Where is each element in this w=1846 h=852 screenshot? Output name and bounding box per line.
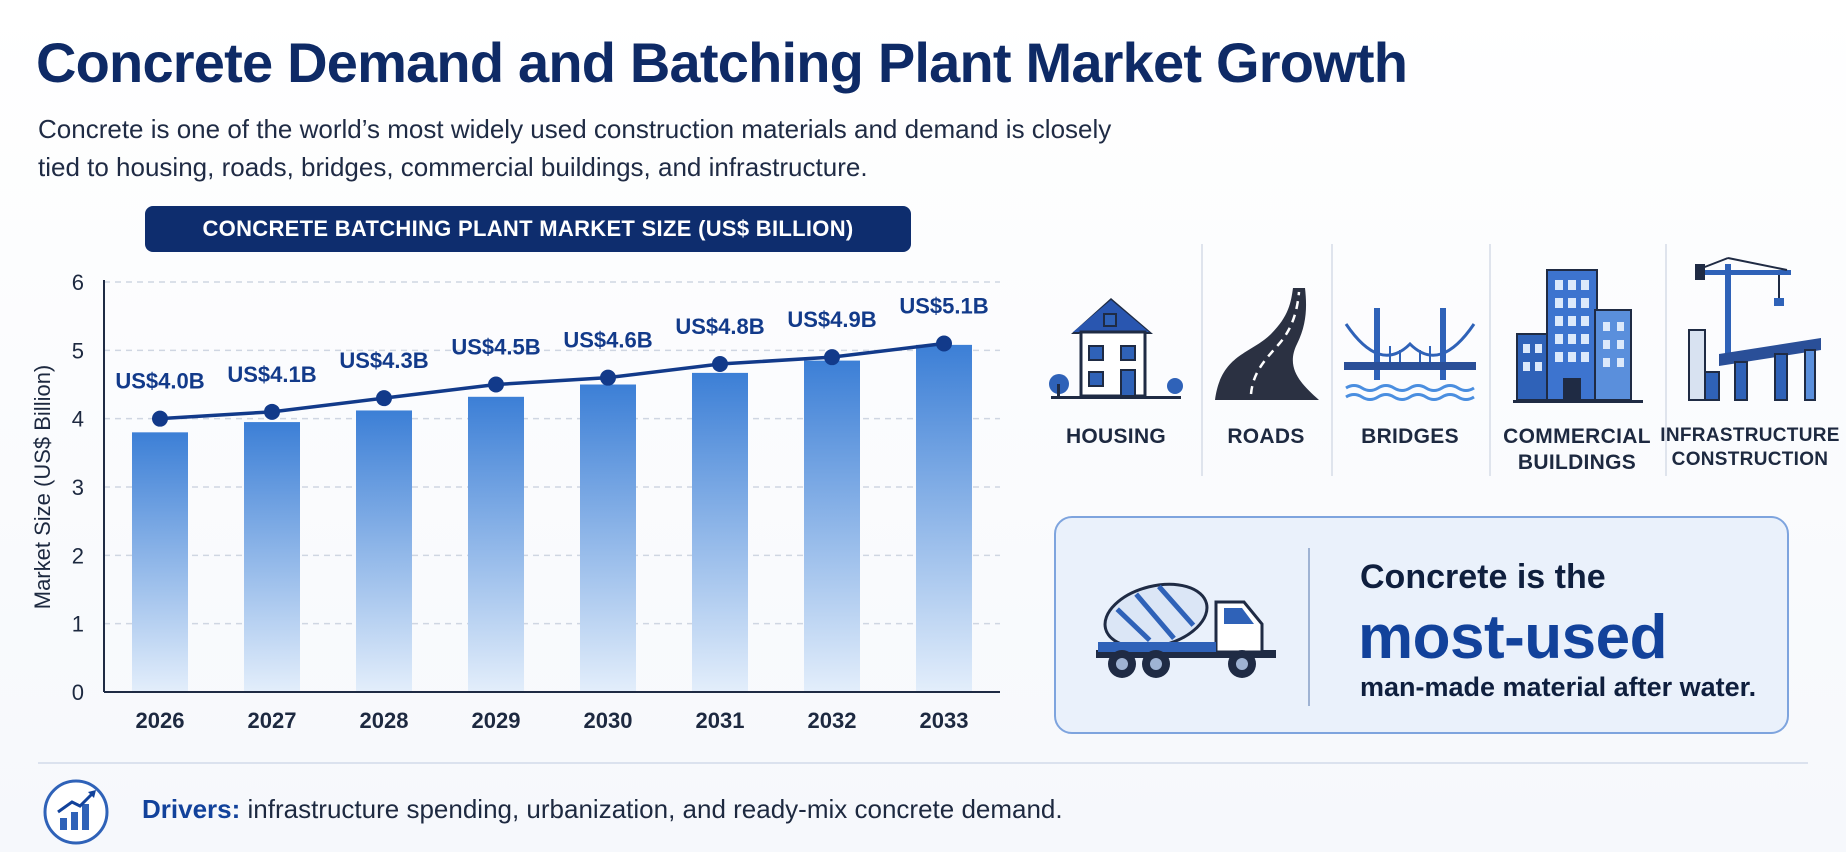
- application-infrastructure-construction: INFRASTRUCTURE CONSTRUCTION: [1660, 244, 1839, 476]
- y-tick-label: 6: [72, 270, 84, 295]
- application-label: ROADS: [1227, 425, 1305, 448]
- application-bridges: BRIDGES: [1331, 244, 1489, 476]
- fact-line-1: Concrete is the: [1360, 558, 1606, 596]
- line-point: [712, 356, 728, 372]
- x-tick-label: 2027: [248, 708, 297, 733]
- line-point: [376, 390, 392, 407]
- fact-line-3: man-made material after water.: [1360, 672, 1757, 702]
- application-housing: HOUSING: [1025, 244, 1207, 476]
- trend-line: [159, 341, 945, 421]
- data-label: US$4.3B: [339, 348, 428, 373]
- chart-title: CONCRETE BATCHING PLANT MARKET SIZE (US$…: [145, 206, 911, 252]
- line-point: [936, 335, 952, 352]
- fact-callout: Concrete is the most-used man-made mater…: [1054, 516, 1789, 734]
- mixer-truck-icon: [1096, 582, 1276, 678]
- application-label: HOUSING: [1065, 425, 1167, 448]
- page-title: Concrete Demand and Batching Plant Marke…: [36, 31, 1408, 94]
- house-icon: [1049, 298, 1183, 399]
- y-tick-label: 0: [72, 680, 84, 705]
- drivers-description: infrastructure spending, urbanization, a…: [240, 794, 1063, 824]
- divider: [1201, 244, 1203, 476]
- x-tick-label: 2026: [136, 708, 185, 733]
- drivers-text: Drivers: infrastructure spending, urbani…: [142, 794, 1063, 825]
- y-tick-label: 3: [72, 475, 84, 500]
- application-label: BRIDGES: [1361, 425, 1459, 448]
- x-tick-label: 2033: [920, 708, 969, 733]
- footer-divider: [38, 762, 1808, 764]
- data-label: US$4.8B: [675, 314, 764, 339]
- x-tick-label: 2031: [696, 708, 745, 733]
- data-label: US$4.0B: [115, 369, 204, 394]
- divider: [1665, 244, 1667, 476]
- bar: [916, 344, 972, 692]
- bar: [692, 372, 748, 692]
- x-tick-label: 2030: [584, 708, 633, 733]
- divider: [1489, 244, 1491, 476]
- y-tick-label: 2: [72, 543, 84, 568]
- bar: [468, 396, 524, 692]
- market-size-chart: US$4.0B US$4.1B US$4.3B US$4.5B US$4.6B US$4.…: [30, 270, 1000, 733]
- bar: [580, 384, 636, 692]
- y-tick-label: 4: [72, 407, 84, 432]
- bar: [132, 432, 188, 692]
- line-point: [488, 376, 504, 393]
- data-label: US$4.1B: [227, 362, 316, 387]
- y-tick-label: 1: [72, 612, 84, 637]
- bar: [244, 422, 300, 692]
- fact-highlight: most-used: [1358, 603, 1667, 672]
- bar: [356, 410, 412, 692]
- line-point: [600, 369, 616, 386]
- application-label: INFRASTRUCTURE CONSTRUCTION: [1660, 425, 1840, 470]
- line-point: [264, 403, 280, 420]
- x-tick-label: 2032: [808, 708, 857, 733]
- bar: [804, 360, 860, 692]
- application-roads: ROADS: [1201, 244, 1331, 476]
- data-label: US$4.9B: [787, 307, 876, 332]
- crane-icon: [1688, 257, 1821, 401]
- line-point: [152, 410, 168, 427]
- data-label: US$4.5B: [451, 335, 540, 360]
- callout-divider: [1308, 548, 1310, 706]
- x-tick-label: 2029: [472, 708, 521, 733]
- applications-panel: HOUSING ROADS BR: [1025, 244, 1839, 476]
- buildings-icon: [1513, 269, 1643, 403]
- drivers-label: Drivers:: [142, 794, 241, 824]
- line-point: [824, 349, 840, 366]
- growth-chart-icon: [43, 779, 109, 845]
- data-label: US$4.6B: [563, 328, 652, 353]
- y-tick-label: 5: [72, 338, 84, 363]
- y-axis-label: Market Size (US$ Billion): [30, 365, 55, 610]
- application-label: COMMERCIAL BUILDINGS: [1503, 425, 1651, 474]
- divider: [1331, 244, 1333, 476]
- bridge-icon: [1344, 308, 1476, 401]
- road-icon: [1215, 288, 1319, 400]
- page-subtitle: Concrete is one of the world’s most wide…: [38, 114, 1112, 182]
- application-commercial-buildings: COMMERCIAL BUILDINGS: [1489, 244, 1665, 476]
- x-tick-label: 2028: [360, 708, 409, 733]
- data-label: US$5.1B: [899, 294, 988, 319]
